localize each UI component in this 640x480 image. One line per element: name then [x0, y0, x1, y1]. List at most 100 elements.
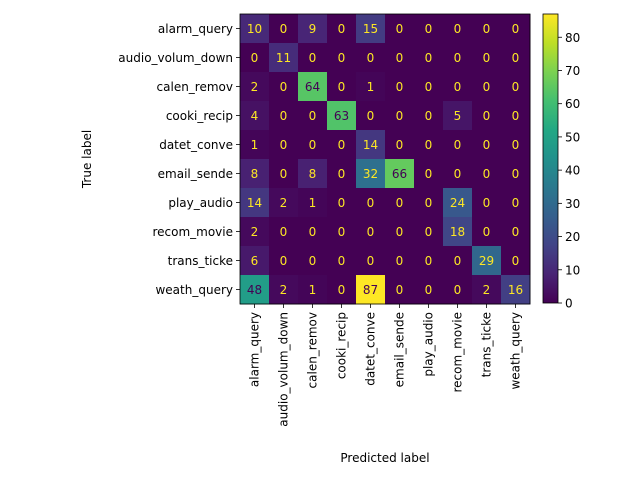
heatmap-cell — [472, 159, 502, 189]
heatmap-cell — [414, 217, 444, 247]
heatmap-cell — [269, 246, 299, 276]
cell-value-label: 14 — [363, 138, 378, 152]
heatmap-cell — [240, 217, 270, 247]
heatmap-cell — [414, 14, 444, 44]
cell-value-label: 0 — [367, 254, 375, 268]
cell-value-label: 0 — [309, 254, 317, 268]
cell-value-label: 1 — [367, 80, 375, 94]
cell-value-label: 0 — [512, 167, 520, 181]
colorbar-tick-label: 50 — [565, 130, 580, 144]
cell-value-label: 0 — [251, 51, 259, 65]
heatmap-cell — [414, 101, 444, 131]
cell-value-label: 2 — [251, 225, 259, 239]
heatmap-cell — [356, 101, 386, 131]
heatmap-cell — [269, 217, 299, 247]
cell-value-label: 48 — [247, 283, 262, 297]
cell-value-label: 0 — [396, 22, 404, 36]
heatmap-cell — [501, 217, 531, 247]
heatmap-cell — [472, 101, 502, 131]
heatmap-cell — [385, 275, 415, 305]
colorbar-ticks: 0 10 20 30 40 50 60 70 80 — [558, 31, 580, 311]
x-tick-label: calen_remov — [306, 312, 320, 388]
heatmap-cell — [385, 72, 415, 102]
heatmap-cell — [501, 14, 531, 44]
heatmap-cell — [240, 43, 270, 73]
cell-value-label: 5 — [454, 109, 462, 123]
heatmap-cell — [327, 14, 357, 44]
heatmap-cell — [356, 246, 386, 276]
heatmap-frame — [239, 13, 531, 305]
heatmap-cell — [356, 275, 386, 305]
heatmap-cell — [501, 246, 531, 276]
heatmap-cell — [385, 217, 415, 247]
cell-value-label: 2 — [280, 196, 288, 210]
cell-value-label: 0 — [338, 225, 346, 239]
heatmap-cell — [298, 130, 328, 160]
cell-value-label: 0 — [396, 138, 404, 152]
cell-value-label: 0 — [512, 80, 520, 94]
cell-value-label: 2 — [483, 283, 491, 297]
cell-value-label: 0 — [454, 51, 462, 65]
x-axis-label: Predicted label — [340, 451, 429, 465]
heatmap-cell — [443, 275, 473, 305]
cell-value-label: 0 — [483, 109, 491, 123]
cell-value-label: 0 — [280, 254, 288, 268]
cell-value-label: 14 — [247, 196, 262, 210]
cell-value-label: 10 — [247, 22, 262, 36]
colorbar-tick-label: 20 — [565, 230, 580, 244]
heatmap-cell — [501, 188, 531, 218]
cell-value-label: 0 — [280, 138, 288, 152]
y-tick-label: audio_volum_down — [118, 51, 233, 65]
heatmap-cell — [472, 275, 502, 305]
heatmap-cell — [298, 188, 328, 218]
y-tick-label: datet_conve — [159, 138, 233, 152]
cell-value-label: 32 — [363, 167, 378, 181]
cell-value-label: 24 — [450, 196, 465, 210]
cell-value-label: 1 — [309, 196, 317, 210]
heatmap-cell — [356, 72, 386, 102]
heatmap-cell — [443, 188, 473, 218]
heatmap-cell — [501, 130, 531, 160]
cell-value-label: 0 — [338, 196, 346, 210]
y-axis-ticks: alarm_query audio_volum_down calen_removco… — [118, 22, 240, 297]
cell-value-label: 0 — [425, 254, 433, 268]
cell-value-label: 6 — [251, 254, 259, 268]
colorbar-tick-label: 70 — [565, 64, 580, 78]
heatmap-cell — [414, 275, 444, 305]
heatmap-cell — [501, 275, 531, 305]
heatmap-cell — [269, 101, 299, 131]
cell-value-label: 0 — [425, 138, 433, 152]
heatmap-cell — [240, 130, 270, 160]
heatmap-cell — [269, 14, 299, 44]
heatmap-cell — [240, 188, 270, 218]
cell-value-label: 0 — [483, 80, 491, 94]
colorbar — [542, 13, 559, 304]
heatmap-cell — [443, 72, 473, 102]
y-tick-label: recom_movie — [152, 225, 233, 239]
cell-value-label: 0 — [367, 196, 375, 210]
heatmap-cell — [327, 101, 357, 131]
cell-value-label: 0 — [425, 167, 433, 181]
heatmap-cell — [327, 188, 357, 218]
cell-value-label: 0 — [425, 51, 433, 65]
cell-value-label: 0 — [425, 283, 433, 297]
cell-value-label: 0 — [280, 225, 288, 239]
y-tick-label: weath_query — [155, 283, 233, 297]
colorbar-tick-label: 80 — [565, 31, 580, 45]
heatmap-cell — [240, 246, 270, 276]
cell-value-label: 0 — [425, 196, 433, 210]
heatmap-cell — [385, 246, 415, 276]
colorbar-tick-label: 10 — [565, 263, 580, 277]
cell-value-label: 0 — [309, 51, 317, 65]
cell-value-label: 0 — [454, 22, 462, 36]
cell-value-label: 11 — [276, 51, 291, 65]
heatmap-cell — [240, 101, 270, 131]
heatmap-cell — [240, 14, 270, 44]
heatmap-cell — [327, 72, 357, 102]
cell-value-label: 0 — [367, 51, 375, 65]
heatmap-cell — [298, 101, 328, 131]
y-tick-label: trans_ticke — [168, 254, 233, 268]
cell-value-label: 8 — [251, 167, 259, 181]
heatmap-cell — [356, 130, 386, 160]
heatmap-cell — [269, 130, 299, 160]
